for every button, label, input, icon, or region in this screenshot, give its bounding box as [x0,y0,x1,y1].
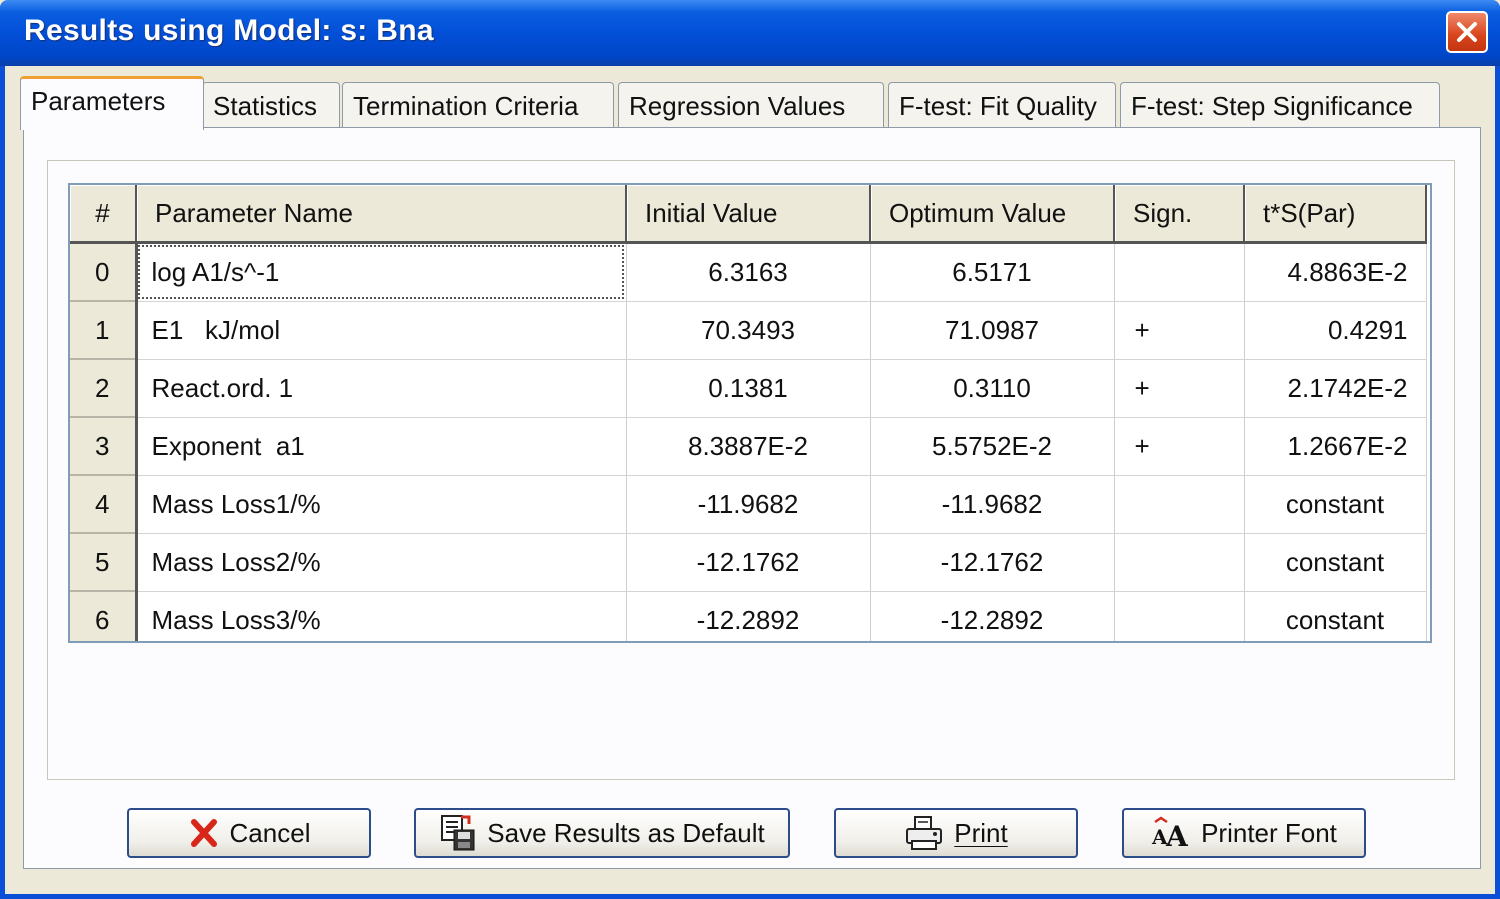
title-bar[interactable]: Results using Model: s: Bna [0,0,1500,66]
tab-regression-values[interactable]: Regression Values [618,82,884,128]
table-row[interactable]: 1 E1 kJ/mol 70.3493 71.0987 + 0.4291 [70,301,1427,360]
optimum-value-cell[interactable]: -11.9682 [870,475,1115,534]
initial-value-cell[interactable]: 6.3163 [626,242,871,302]
row-index: 4 [70,475,138,534]
window-title: Results using Model: s: Bna [24,14,434,47]
row-index: 1 [70,301,138,360]
sign-cell[interactable]: + [1114,417,1245,476]
cancel-button[interactable]: Cancel [127,808,371,858]
table-row[interactable]: 6 Mass Loss3/% -12.2892 -12.2892 constan… [70,591,1427,641]
row-index: 6 [70,591,138,641]
parameter-name-cell[interactable]: Mass Loss2/% [136,533,627,592]
table-row[interactable]: 4 Mass Loss1/% -11.9682 -11.9682 constan… [70,475,1427,534]
cancel-label: Cancel [229,817,311,848]
table-row[interactable]: 2 React.ord. 1 0.1381 0.3110 + 2.1742E-2 [70,359,1427,418]
tab-label: Statistics [213,91,318,121]
initial-value-cell[interactable]: 70.3493 [626,301,871,360]
optimum-value-cell[interactable]: -12.2892 [870,591,1115,641]
tab-label: F-test: Step Significance [1131,91,1413,121]
parameter-name-cell[interactable]: log A1/s^-1 [136,242,627,302]
t-s-par-cell[interactable]: 4.8863E-2 [1244,242,1427,302]
save-document-icon [439,814,477,852]
tab-panel-parameters: # Parameter Name Initial Value Optimum V… [23,127,1481,869]
tab-label: Regression Values [629,91,846,121]
tab-label: F-test: Fit Quality [899,91,1097,121]
parameters-grid[interactable]: # Parameter Name Initial Value Optimum V… [68,183,1432,643]
save-results-default-label: Save Results as Default [487,817,765,848]
row-index: 0 [70,242,138,302]
parameters-table: # Parameter Name Initial Value Optimum V… [70,185,1427,641]
t-s-par-cell[interactable]: constant [1244,591,1427,641]
t-s-par-cell[interactable]: constant [1244,533,1427,592]
table-header-row: # Parameter Name Initial Value Optimum V… [70,185,1427,244]
printer-font-button[interactable]: A A Printer Font [1122,808,1366,858]
t-s-par-cell[interactable]: constant [1244,475,1427,534]
initial-value-cell[interactable]: -11.9682 [626,475,871,534]
header-t-s-par[interactable]: t*S(Par) [1244,185,1427,244]
parameter-name-cell[interactable]: Mass Loss3/% [136,591,627,641]
red-x-icon [188,817,220,849]
optimum-value-cell[interactable]: 6.5171 [870,242,1115,302]
sign-cell[interactable] [1114,591,1245,641]
optimum-value-cell[interactable]: 0.3110 [870,359,1115,418]
sign-cell[interactable] [1114,242,1245,302]
parameter-name-cell[interactable]: E1 kJ/mol [136,301,627,360]
tab-label: Parameters [31,86,166,116]
row-index: 3 [70,417,138,476]
header-index[interactable]: # [70,185,137,244]
parameter-name-cell[interactable]: Mass Loss1/% [136,475,627,534]
parameter-name-cell[interactable]: Exponent a1 [136,417,627,476]
header-initial-value[interactable]: Initial Value [626,185,871,244]
svg-text:A: A [1165,820,1189,850]
t-s-par-cell[interactable]: 0.4291 [1244,301,1427,360]
print-label: Print [954,817,1008,848]
header-optimum-value[interactable]: Optimum Value [870,185,1115,244]
initial-value-cell[interactable]: -12.2892 [626,591,871,641]
printer-icon [904,815,944,851]
sign-cell[interactable]: + [1114,301,1245,360]
tab-label: Termination Criteria [353,91,579,121]
tab-f-test-fit-quality[interactable]: F-test: Fit Quality [888,82,1116,128]
header-sign[interactable]: Sign. [1114,185,1245,244]
t-s-par-cell[interactable]: 1.2667E-2 [1244,417,1427,476]
initial-value-cell[interactable]: 0.1381 [626,359,871,418]
tab-f-test-step-significance[interactable]: F-test: Step Significance [1120,82,1440,128]
row-index: 2 [70,359,138,418]
table-row[interactable]: 5 Mass Loss2/% -12.1762 -12.1762 constan… [70,533,1427,592]
svg-text:A: A [1151,825,1168,849]
optimum-value-cell[interactable]: -12.1762 [870,533,1115,592]
sign-cell[interactable]: + [1114,359,1245,418]
initial-value-cell[interactable]: -12.1762 [626,533,871,592]
results-group-box: # Parameter Name Initial Value Optimum V… [47,160,1455,780]
tab-parameters[interactable]: Parameters [20,76,204,130]
row-index: 5 [70,533,138,592]
header-parameter-name[interactable]: Parameter Name [136,185,627,244]
save-results-default-button[interactable]: Save Results as Default [414,808,790,858]
tab-statistics[interactable]: Statistics [202,82,340,128]
tab-termination-criteria[interactable]: Termination Criteria [342,82,614,128]
sign-cell[interactable] [1114,475,1245,534]
printer-font-label: Printer Font [1201,817,1337,848]
print-button[interactable]: Print [834,808,1078,858]
parameter-name-cell[interactable]: React.ord. 1 [136,359,627,418]
optimum-value-cell[interactable]: 71.0987 [870,301,1115,360]
table-row[interactable]: 3 Exponent a1 8.3887E-2 5.5752E-2 + 1.26… [70,417,1427,476]
close-icon [1457,22,1477,42]
optimum-value-cell[interactable]: 5.5752E-2 [870,417,1115,476]
t-s-par-cell[interactable]: 2.1742E-2 [1244,359,1427,418]
sign-cell[interactable] [1114,533,1245,592]
initial-value-cell[interactable]: 8.3887E-2 [626,417,871,476]
font-size-icon: A A [1151,816,1191,850]
close-button[interactable] [1446,11,1488,53]
table-row[interactable]: 0 log A1/s^-1 6.3163 6.5171 4.8863E-2 [70,242,1427,302]
